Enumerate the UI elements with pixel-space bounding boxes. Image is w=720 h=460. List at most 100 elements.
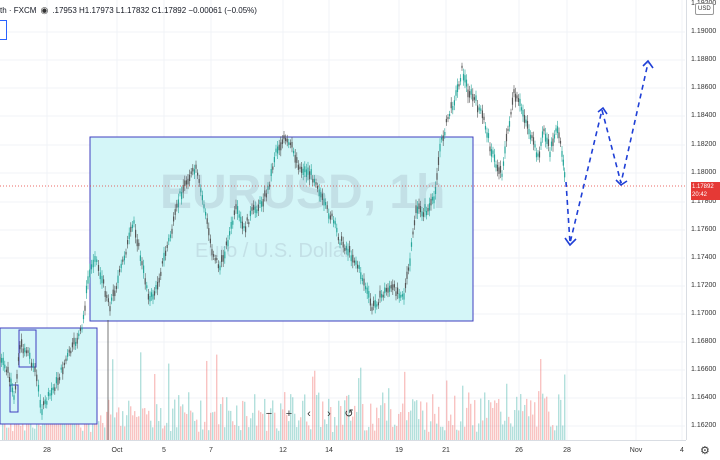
legend-collapse-tab[interactable] bbox=[0, 20, 7, 40]
volume-bar bbox=[134, 411, 136, 440]
symbol-name[interactable]: th · FXCM bbox=[0, 5, 37, 15]
volume-bar bbox=[222, 397, 224, 440]
volume-bar bbox=[472, 425, 474, 440]
candle-body bbox=[161, 261, 163, 264]
candle-body bbox=[115, 286, 117, 290]
volume-bar bbox=[148, 410, 150, 440]
candle-body bbox=[389, 285, 391, 292]
candle-body bbox=[192, 167, 194, 172]
reset-chart-button[interactable]: ↺ bbox=[344, 408, 354, 420]
candle-body bbox=[16, 374, 18, 379]
candle-body bbox=[120, 263, 122, 269]
candle-body bbox=[78, 333, 80, 337]
candle-body bbox=[123, 255, 125, 261]
candle-body bbox=[390, 284, 392, 289]
volume-bar bbox=[410, 410, 412, 440]
volume-bar bbox=[194, 420, 196, 440]
candle-body bbox=[464, 75, 466, 83]
candle-body bbox=[273, 156, 275, 163]
chart-area[interactable] bbox=[0, 0, 685, 440]
candle-body bbox=[310, 169, 312, 175]
zoom-in-button[interactable]: + bbox=[285, 408, 293, 420]
price-axis-label: 1.17600 bbox=[691, 226, 717, 233]
volume-bar bbox=[312, 376, 314, 440]
volume-bar bbox=[544, 398, 546, 440]
candle-body bbox=[501, 173, 503, 177]
candle-body bbox=[363, 278, 365, 286]
candle-body bbox=[546, 137, 548, 144]
candle-body bbox=[428, 203, 431, 211]
candle-body bbox=[307, 167, 309, 175]
candle-body bbox=[525, 119, 527, 123]
volume-bar bbox=[284, 392, 286, 440]
candle-body bbox=[5, 369, 7, 373]
volume-bar bbox=[490, 402, 492, 440]
volume-bar bbox=[220, 404, 222, 440]
volume-bar bbox=[200, 400, 202, 440]
volume-bar bbox=[100, 415, 102, 440]
candle-body bbox=[400, 294, 402, 298]
candle-body bbox=[198, 178, 200, 183]
candle-body bbox=[544, 133, 547, 142]
gear-icon[interactable]: ⚙ bbox=[700, 445, 710, 457]
volume-bar bbox=[216, 354, 218, 440]
scroll-right-button[interactable]: › bbox=[327, 408, 331, 420]
range-box-main[interactable] bbox=[89, 136, 474, 322]
volume-bar bbox=[420, 401, 422, 440]
candle-body bbox=[168, 237, 170, 242]
candle-body bbox=[456, 84, 459, 93]
eye-icon[interactable]: ◉ bbox=[40, 4, 49, 15]
candle-body bbox=[352, 254, 354, 263]
candle-body bbox=[510, 112, 512, 115]
price-axis[interactable]: 1.192001.190001.188001.186001.184001.182… bbox=[686, 0, 720, 440]
candle-body bbox=[302, 168, 304, 176]
range-box-small-1[interactable] bbox=[18, 329, 37, 368]
candle-body bbox=[173, 216, 175, 222]
candle-body bbox=[353, 260, 355, 263]
volume-bar bbox=[274, 412, 276, 440]
scroll-left-button[interactable]: ‹ bbox=[307, 408, 311, 420]
volume-bar bbox=[210, 412, 212, 440]
range-box-left[interactable] bbox=[0, 327, 98, 425]
time-axis[interactable]: 28 Oct 5 7 12 14 19 21 26 28 Nov 4 bbox=[0, 440, 686, 460]
candle-body bbox=[431, 196, 434, 201]
zoom-out-button[interactable]: − bbox=[265, 408, 273, 420]
candle-body bbox=[473, 97, 475, 100]
candle-body bbox=[452, 105, 454, 111]
volume-bar bbox=[112, 359, 114, 440]
candle-body bbox=[323, 198, 325, 206]
volume-bar bbox=[564, 374, 566, 440]
volume-bar bbox=[542, 393, 544, 440]
candle-body bbox=[25, 350, 27, 354]
volume-bar bbox=[196, 419, 198, 440]
currency-badge[interactable]: USD bbox=[695, 3, 714, 15]
candle-body bbox=[280, 142, 282, 151]
volume-bar bbox=[252, 412, 254, 440]
candle-body bbox=[294, 154, 296, 163]
candle-body bbox=[32, 363, 34, 368]
candle-body bbox=[251, 207, 253, 211]
volume-bar bbox=[468, 392, 470, 440]
projection-path[interactable] bbox=[565, 62, 649, 244]
volume-bar bbox=[20, 425, 22, 440]
volume-bar bbox=[300, 417, 302, 440]
volume-bar bbox=[212, 412, 214, 440]
time-axis-label: 19 bbox=[395, 447, 403, 454]
candle-body bbox=[458, 84, 460, 87]
candle-body bbox=[553, 134, 556, 139]
volume-bar bbox=[126, 415, 128, 440]
volume-bar bbox=[462, 385, 464, 440]
candle-body bbox=[489, 146, 491, 152]
candle-body bbox=[0, 357, 1, 363]
candle-body bbox=[94, 256, 96, 262]
candle-body bbox=[103, 279, 105, 284]
chart-canvas[interactable] bbox=[0, 0, 685, 440]
candle-body bbox=[163, 252, 165, 261]
candle-body bbox=[421, 211, 423, 217]
volume-bar bbox=[476, 431, 478, 440]
volume-bar bbox=[446, 380, 448, 440]
candle-body bbox=[43, 401, 45, 406]
candle-body bbox=[385, 288, 387, 292]
volume-bar bbox=[272, 400, 274, 440]
candle-body bbox=[253, 204, 255, 210]
